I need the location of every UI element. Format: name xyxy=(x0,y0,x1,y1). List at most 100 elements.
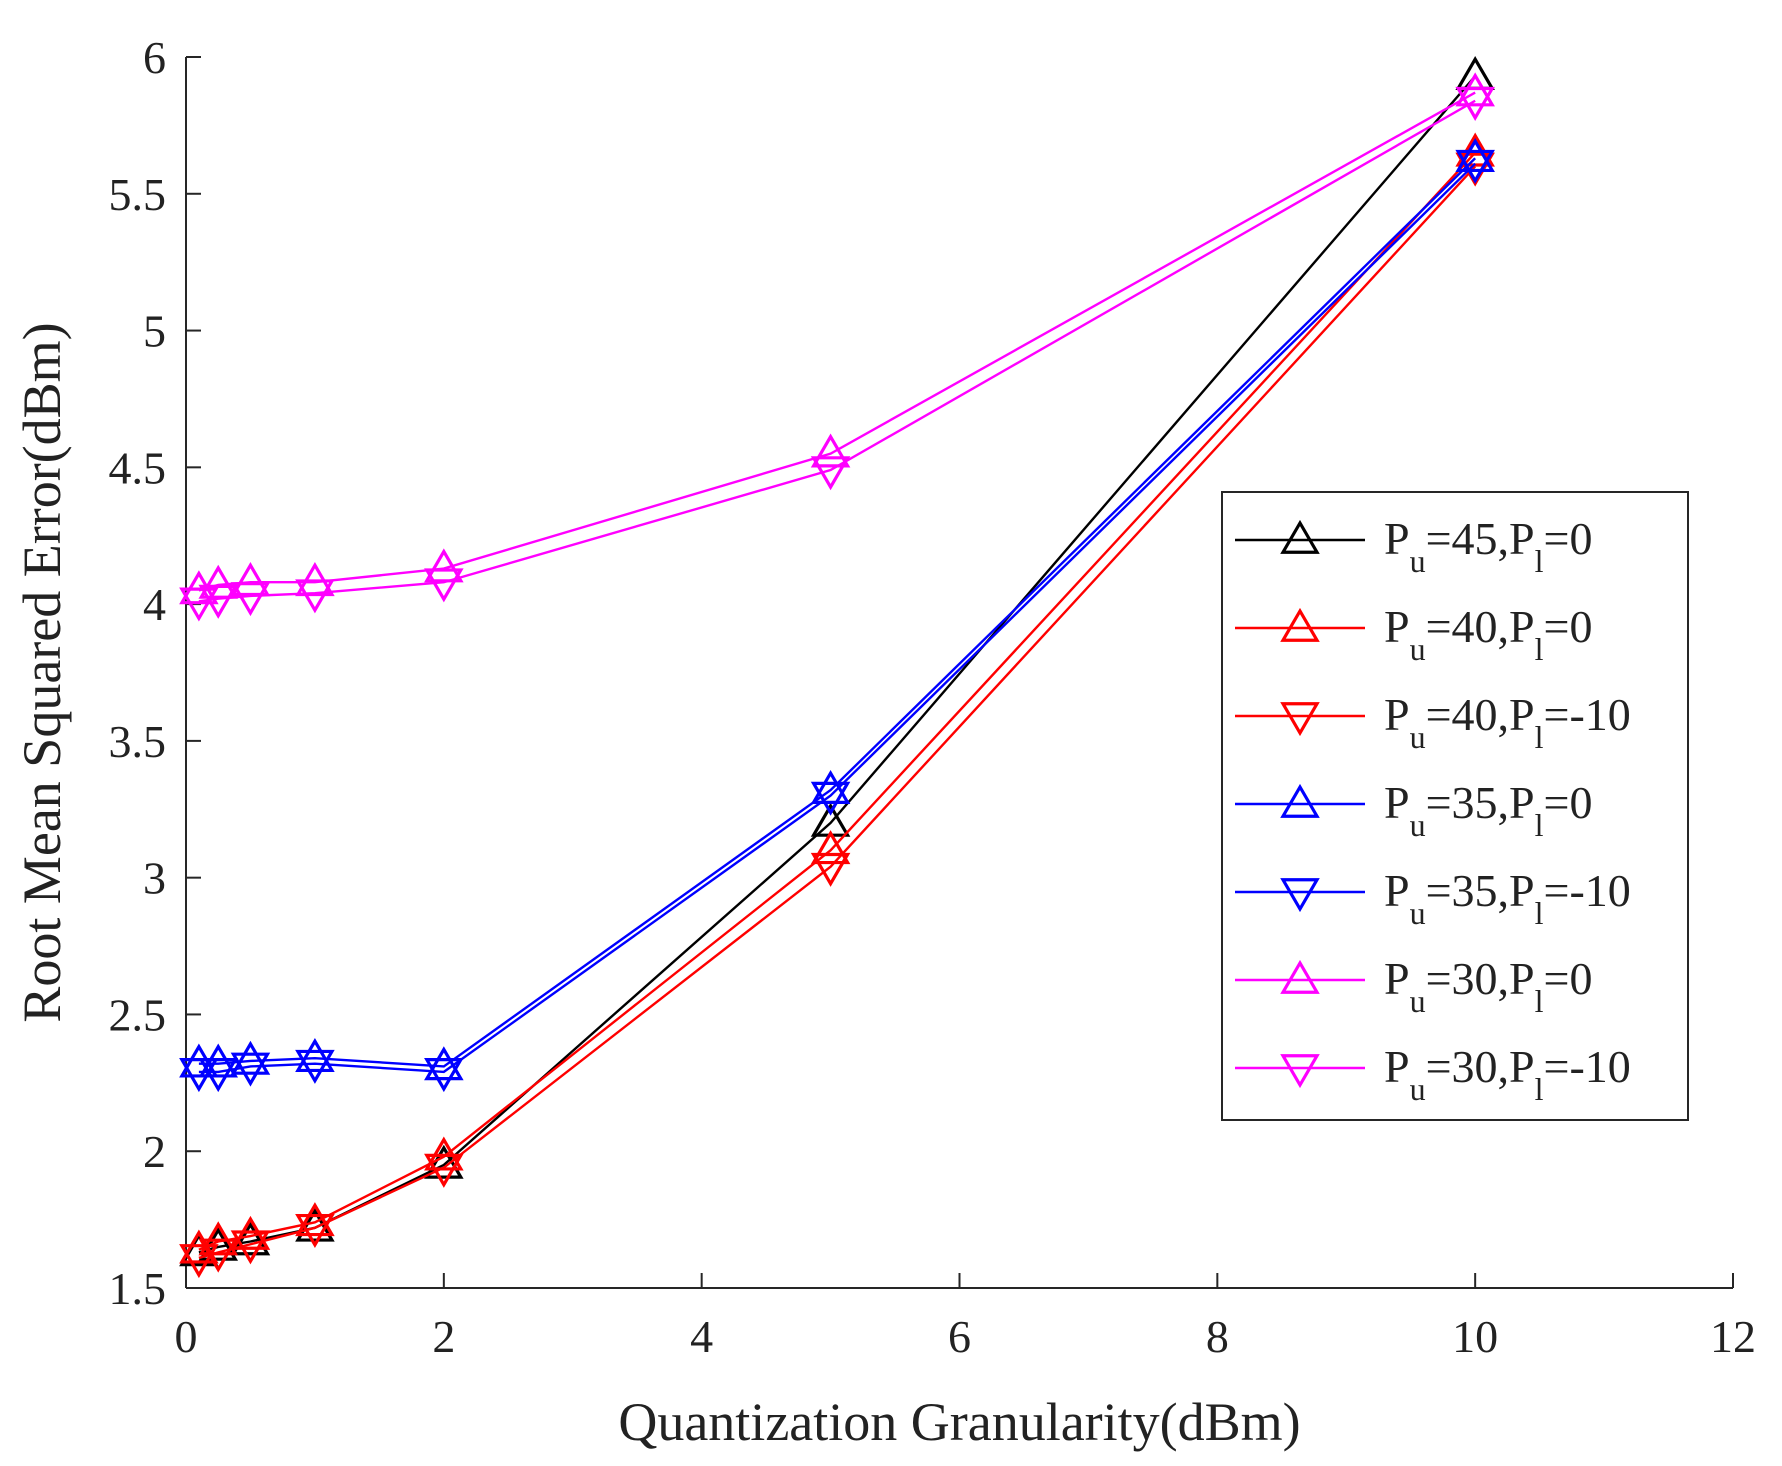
legend-item: Pu=35,Pl=0 xyxy=(1235,777,1592,843)
data-point xyxy=(1455,72,1495,107)
data-point xyxy=(295,1213,335,1249)
data-point xyxy=(230,1230,271,1265)
y-tick-label: 2 xyxy=(143,1126,166,1177)
legend-subscript: l xyxy=(1535,719,1544,755)
y-axis-title: Root Mean Squared Error(dBm) xyxy=(12,322,72,1022)
legend-label: Pu=45,Pl=0 xyxy=(1384,513,1592,579)
legend-label: Pu=35,Pl=0 xyxy=(1384,777,1592,843)
legend-label-part: =35,P xyxy=(1426,777,1535,828)
data-point xyxy=(810,781,851,816)
legend-box xyxy=(1221,491,1689,1121)
data-point xyxy=(295,1038,335,1073)
data-point xyxy=(810,852,851,887)
series-5 xyxy=(179,149,1495,1093)
legend-label-part: =-10 xyxy=(1544,689,1631,740)
series-7 xyxy=(179,86,1495,622)
legend-marker xyxy=(1280,1054,1320,1089)
legend-label-part: =45,P xyxy=(1426,513,1535,564)
data-point xyxy=(810,433,851,468)
data-point xyxy=(179,1058,219,1093)
y-tick-label: 5.5 xyxy=(109,169,167,220)
data-point xyxy=(198,1238,239,1273)
legend-marker xyxy=(1280,878,1320,913)
legend-subscript: l xyxy=(1535,895,1544,931)
legend-label-part: =35,P xyxy=(1426,865,1535,916)
x-tick-label: 2 xyxy=(432,1311,455,1362)
legend-label-part: P xyxy=(1384,865,1410,916)
legend-label-part: P xyxy=(1384,953,1410,1004)
data-point xyxy=(198,584,239,619)
data-point xyxy=(295,1202,335,1237)
data-point xyxy=(295,1207,335,1242)
y-tick-label: 3.5 xyxy=(109,716,167,767)
data-point xyxy=(198,1043,239,1078)
legend-subscript: u xyxy=(1410,807,1426,843)
legend-marker xyxy=(1280,607,1320,642)
legend-label-part: P xyxy=(1384,601,1410,652)
data-point xyxy=(230,1052,271,1087)
data-point xyxy=(230,582,271,617)
legend-item: Pu=40,Pl=0 xyxy=(1235,601,1592,667)
y-tick-label: 3 xyxy=(143,853,166,904)
legend-label: Pu=35,Pl=-10 xyxy=(1384,865,1631,931)
legend-label-part: P xyxy=(1384,513,1410,564)
y-tick-label: 4 xyxy=(143,579,166,630)
legend-label: Pu=30,Pl=-10 xyxy=(1384,1041,1631,1107)
legend-subscript: l xyxy=(1535,807,1544,843)
data-point xyxy=(179,587,219,622)
legend-label-part: =30,P xyxy=(1426,1041,1535,1092)
data-point xyxy=(424,1046,464,1081)
y-tick-label: 2.5 xyxy=(109,989,167,1040)
legend-item: Pu=45,Pl=0 xyxy=(1235,513,1592,579)
y-tick-label: 1.5 xyxy=(109,1263,167,1314)
legend-marker xyxy=(1280,702,1320,737)
data-point xyxy=(295,579,335,614)
data-point xyxy=(424,1153,464,1188)
legend-label-part: P xyxy=(1384,777,1410,828)
legend-marker xyxy=(1280,959,1320,994)
legend-label: Pu=30,Pl=0 xyxy=(1384,953,1592,1019)
legend-marker xyxy=(1280,519,1320,554)
legend-label-part: P xyxy=(1384,1041,1410,1092)
series-line xyxy=(198,157,1477,1068)
data-point xyxy=(179,1244,219,1279)
legend-label: Pu=40,Pl=-10 xyxy=(1384,689,1631,755)
legend: Pu=45,Pl=0Pu=40,Pl=0Pu=40,Pl=-10Pu=35,Pl… xyxy=(1221,491,1689,1121)
x-axis-title: Quantization Granularity(dBm) xyxy=(618,1392,1300,1452)
y-tick-label: 4.5 xyxy=(109,442,167,493)
legend-label-part: =0 xyxy=(1544,953,1593,1004)
legend-label-part: =0 xyxy=(1544,601,1593,652)
x-tick-label: 10 xyxy=(1452,1311,1498,1362)
data-point xyxy=(424,1058,464,1093)
data-point xyxy=(179,1043,219,1078)
x-tick-label: 6 xyxy=(948,1311,971,1362)
x-tick-label: 8 xyxy=(1206,1311,1229,1362)
legend-subscript: l xyxy=(1535,631,1544,667)
data-point xyxy=(179,1229,219,1264)
legend-subscript: l xyxy=(1535,983,1544,1019)
data-point xyxy=(1455,149,1495,184)
legend-item: Pu=40,Pl=-10 xyxy=(1235,689,1631,755)
legend-label: Pu=40,Pl=0 xyxy=(1384,601,1592,667)
legend-subscript: u xyxy=(1410,631,1426,667)
data-point xyxy=(198,564,239,599)
legend-subscript: u xyxy=(1410,1071,1426,1107)
data-point xyxy=(230,1215,271,1250)
data-point xyxy=(424,568,464,603)
legend-subscript: u xyxy=(1410,543,1426,579)
legend-label-part: P xyxy=(1384,689,1410,740)
legend-label-part: =0 xyxy=(1544,513,1593,564)
legend-label-part: =40,P xyxy=(1426,601,1535,652)
series-line xyxy=(198,162,1477,1074)
legend-subscript: l xyxy=(1535,1071,1544,1107)
legend-subscript: l xyxy=(1535,543,1544,579)
y-tick-label: 5 xyxy=(143,306,166,357)
legend-item: Pu=30,Pl=0 xyxy=(1235,953,1592,1019)
data-point xyxy=(1455,138,1495,173)
series-line xyxy=(198,165,1477,1260)
legend-subscript: u xyxy=(1410,983,1426,1019)
legend-label-part: =-10 xyxy=(1544,865,1631,916)
legend-label-part: =-10 xyxy=(1544,1041,1631,1092)
legend-marker xyxy=(1280,783,1320,818)
legend-label-part: =0 xyxy=(1544,777,1593,828)
